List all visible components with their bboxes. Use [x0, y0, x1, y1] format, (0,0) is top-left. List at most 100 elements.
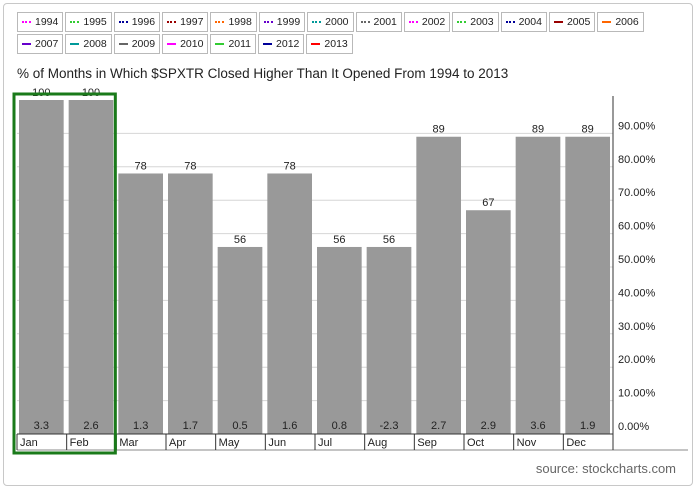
legend-swatch	[311, 43, 321, 45]
bottom-label: 1.9	[580, 420, 595, 432]
y-tick-label: 0.00%	[618, 421, 649, 433]
legend-item-1995[interactable]: 1995	[65, 12, 112, 32]
legend-item-1997[interactable]: 1997	[162, 12, 209, 32]
bar-apr	[168, 173, 213, 435]
legend-label: 2007	[35, 38, 59, 50]
x-tick-label: Jul	[318, 437, 332, 449]
bar-may	[217, 246, 263, 434]
year-legend: 1994 1995 1996 1997 1998 1999 2000 2001 2002 2003…	[17, 12, 657, 54]
bottom-label: 1.6	[282, 420, 297, 432]
legend-swatch	[118, 43, 128, 45]
legend-label: 1999	[276, 16, 301, 28]
legend-label: 2004	[518, 16, 542, 28]
value-label: 89	[433, 124, 445, 136]
legend-label: 2006	[615, 16, 639, 28]
value-label: 89	[532, 124, 544, 136]
legend-item-1996[interactable]: 1996	[113, 12, 161, 32]
value-label: 89	[582, 124, 594, 136]
x-tick-label: Mar	[119, 437, 138, 449]
legend-swatch	[505, 21, 515, 23]
legend-item-2003[interactable]: 2003	[452, 12, 499, 32]
bottom-label: 2.9	[481, 420, 496, 432]
x-tick-label: Jun	[268, 437, 286, 449]
legend-label: 2000	[325, 16, 349, 28]
legend-swatch	[167, 43, 177, 45]
legend-swatch	[408, 21, 418, 23]
legend-item-2012[interactable]: 2012	[258, 34, 305, 54]
x-tick-label: Oct	[467, 437, 484, 449]
legend-item-2009[interactable]: 2009	[113, 34, 161, 54]
legend-item-2011[interactable]: 2011	[210, 34, 257, 54]
bottom-label: 3.3	[34, 420, 49, 432]
legend-item-2005[interactable]: 2005	[548, 12, 596, 32]
chart-title: % of Months in Which $SPXTR Closed Highe…	[17, 66, 509, 81]
source-credit: source: stockcharts.com	[535, 461, 676, 476]
x-tick-label: Dec	[566, 437, 586, 449]
y-tick-label: 30.00%	[618, 321, 656, 333]
legend-item-2010[interactable]: 2010	[162, 34, 209, 54]
legend-item-2004[interactable]: 2004	[500, 12, 547, 32]
legend-label: 1995	[83, 16, 107, 28]
legend-swatch	[22, 21, 31, 23]
legend-swatch	[167, 21, 177, 23]
value-label: 78	[284, 160, 296, 172]
legend-label: 2011	[228, 38, 252, 50]
bar-feb	[68, 100, 114, 434]
legend-item-2006[interactable]: 2006	[597, 12, 644, 32]
legend-item-1999[interactable]: 1999	[258, 12, 306, 32]
bottom-label: 2.7	[431, 420, 446, 432]
legend-swatch	[263, 43, 273, 45]
legend-label: 2001	[373, 16, 397, 28]
legend-item-2000[interactable]: 2000	[307, 12, 354, 32]
value-label: 78	[184, 160, 196, 172]
legend-label: 2009	[131, 38, 156, 50]
bar-jun	[267, 173, 312, 435]
legend-swatch	[118, 21, 128, 23]
legend-item-2002[interactable]: 2002	[403, 12, 451, 32]
bar-oct	[466, 210, 511, 434]
legend-swatch	[360, 21, 370, 23]
legend-item-2008[interactable]: 2008	[65, 34, 112, 54]
bottom-label: 0.5	[232, 420, 247, 432]
legend-item-2007[interactable]: 2007	[17, 34, 64, 54]
value-label: 67	[482, 197, 494, 209]
bottom-label: 1.7	[183, 420, 198, 432]
bottom-label: 1.3	[133, 420, 148, 432]
legend-label: 1994	[35, 16, 59, 28]
legend-swatch	[263, 21, 273, 23]
bar-mar	[118, 173, 163, 435]
legend-swatch	[22, 43, 31, 45]
bottom-label: 3.6	[530, 420, 545, 432]
y-tick-label: 60.00%	[618, 221, 656, 233]
x-tick-label: Apr	[169, 437, 186, 449]
x-tick-label: Jan	[20, 437, 38, 449]
x-tick-label: Sep	[417, 437, 437, 449]
legend-item-2001[interactable]: 2001	[355, 12, 402, 32]
y-tick-label: 70.00%	[618, 187, 656, 199]
bar-sep	[416, 136, 461, 435]
bar-aug	[366, 246, 412, 434]
legend-label: 2005	[566, 16, 591, 28]
legend-item-1994[interactable]: 1994	[17, 12, 64, 32]
legend-label: 1996	[131, 16, 156, 28]
legend-swatch	[215, 43, 225, 45]
legend-label: 1997	[180, 16, 204, 28]
bottom-label: -2.3	[380, 420, 399, 432]
legend-label: 2002	[421, 16, 446, 28]
legend-swatch	[553, 21, 563, 23]
legend-item-2013[interactable]: 2013	[306, 34, 353, 54]
value-label: 56	[234, 234, 246, 246]
legend-swatch	[457, 21, 467, 23]
bottom-label: 2.6	[83, 420, 98, 432]
x-tick-label: Aug	[368, 437, 388, 449]
legend-swatch	[215, 21, 225, 23]
y-tick-label: 80.00%	[618, 154, 656, 166]
bar-jul	[317, 246, 362, 434]
value-label: 56	[383, 234, 395, 246]
bar-jan	[19, 100, 64, 434]
y-tick-label: 90.00%	[618, 120, 656, 132]
legend-label: 2010	[180, 38, 204, 50]
legend-item-1998[interactable]: 1998	[210, 12, 257, 32]
highlight-box	[12, 92, 117, 455]
legend-swatch	[312, 21, 322, 23]
